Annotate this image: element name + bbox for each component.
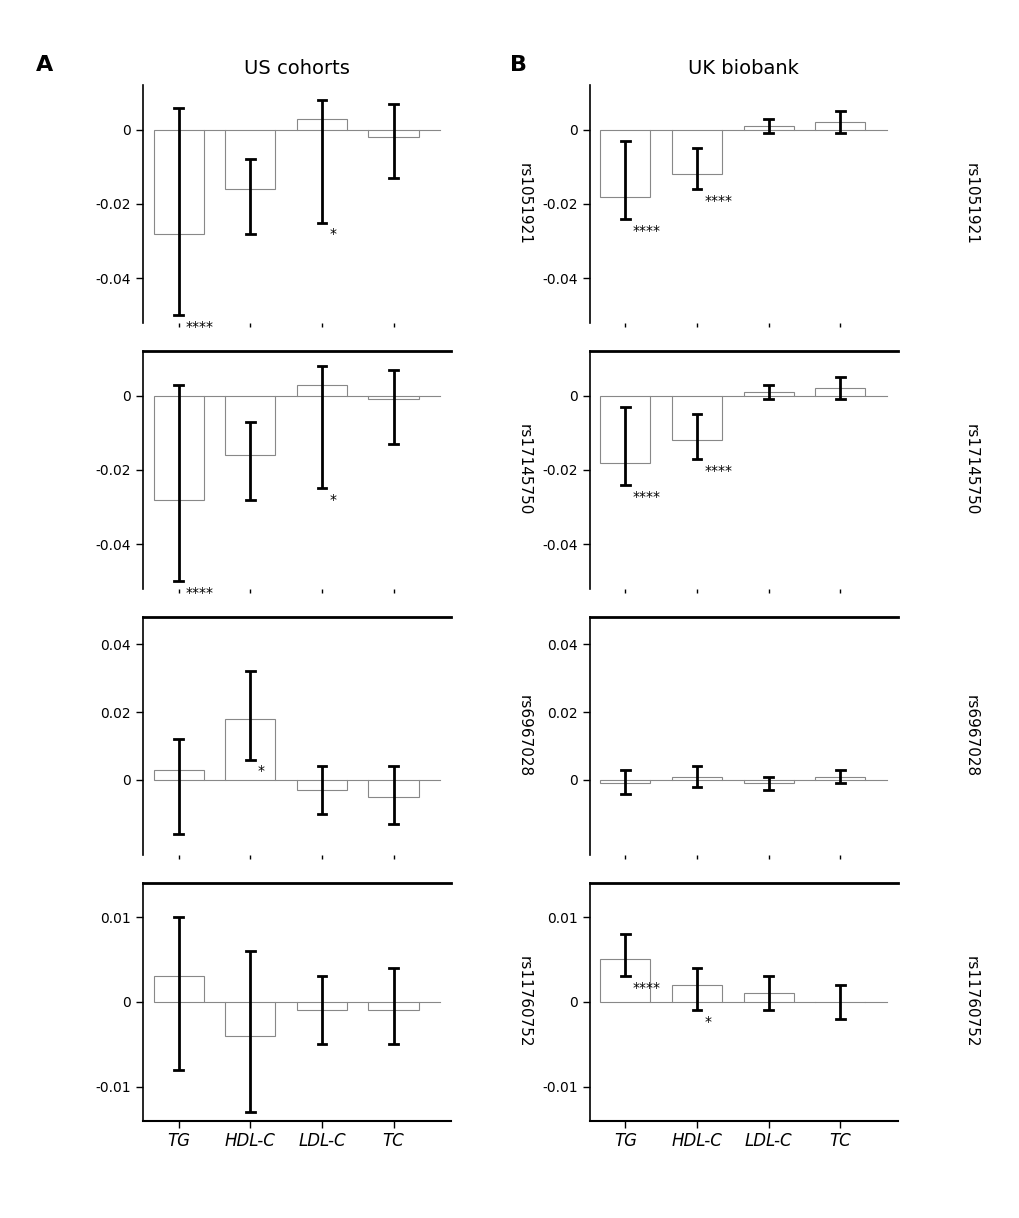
Text: ****: **** [632, 490, 660, 503]
Y-axis label: rs6967028: rs6967028 [516, 694, 531, 777]
Text: *: * [329, 493, 335, 507]
Bar [368, 1002, 418, 1010]
Bar [599, 780, 650, 783]
Title: US cohorts: US cohorts [244, 60, 350, 78]
Text: ****: **** [185, 320, 214, 334]
Bar [599, 396, 650, 463]
Bar [368, 780, 418, 797]
Bar [154, 770, 204, 780]
Text: *: * [703, 1015, 710, 1029]
Bar [368, 130, 418, 138]
Bar [154, 130, 204, 234]
Bar [672, 985, 721, 1002]
Text: ****: **** [703, 194, 732, 208]
Bar [814, 777, 864, 780]
Text: ****: **** [185, 586, 214, 600]
Bar [225, 719, 275, 780]
Text: ****: **** [703, 464, 732, 477]
Bar [154, 396, 204, 499]
Bar [814, 389, 864, 396]
Bar [297, 780, 346, 790]
Y-axis label: rs17145750: rs17145750 [962, 424, 977, 515]
Bar [743, 392, 793, 396]
Bar [672, 396, 721, 440]
Bar [225, 396, 275, 456]
Bar [368, 396, 418, 400]
Y-axis label: rs1051921: rs1051921 [962, 163, 977, 245]
Bar [743, 994, 793, 1002]
Bar [743, 780, 793, 783]
Title: UK biobank: UK biobank [688, 60, 798, 78]
Text: ****: **** [632, 982, 660, 995]
Bar [225, 130, 275, 189]
Text: A: A [36, 55, 53, 74]
Bar [297, 385, 346, 396]
Y-axis label: rs11760752: rs11760752 [516, 956, 531, 1047]
Bar [672, 130, 721, 174]
Y-axis label: rs11760752: rs11760752 [962, 956, 977, 1047]
Bar [599, 130, 650, 196]
Bar [297, 118, 346, 130]
Bar [297, 1002, 346, 1010]
Bar [599, 960, 650, 1002]
Y-axis label: rs17145750: rs17145750 [516, 424, 531, 515]
Bar [154, 977, 204, 1002]
Text: B: B [510, 55, 527, 74]
Y-axis label: rs6967028: rs6967028 [962, 694, 977, 777]
Bar [743, 127, 793, 130]
Bar [814, 122, 864, 130]
Text: *: * [329, 228, 335, 241]
Text: *: * [257, 765, 264, 778]
Bar [225, 1002, 275, 1035]
Y-axis label: rs1051921: rs1051921 [516, 163, 531, 245]
Text: ****: **** [632, 224, 660, 238]
Bar [672, 777, 721, 780]
